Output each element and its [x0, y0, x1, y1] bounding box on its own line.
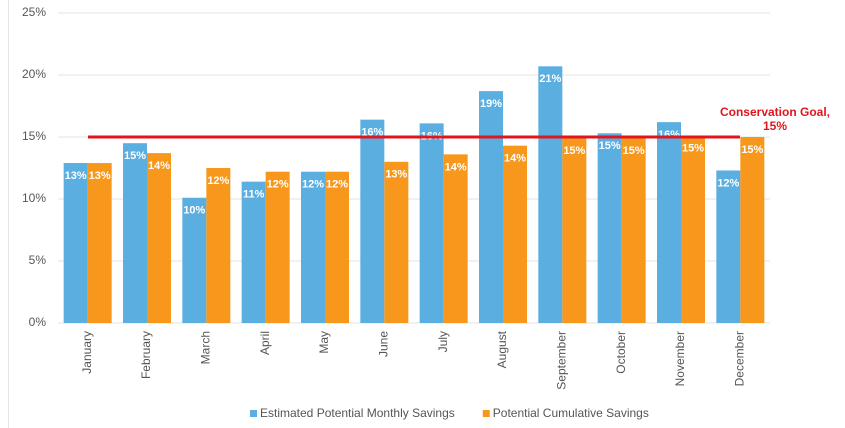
data-label: 16% [658, 129, 680, 141]
bar [716, 170, 741, 323]
legend-label: Potential Cumulative Savings [493, 406, 649, 420]
bar [538, 66, 563, 323]
legend-swatch [250, 410, 257, 417]
bar [419, 123, 444, 323]
legend-label: Estimated Potential Monthly Savings [260, 406, 455, 420]
bar [740, 137, 765, 323]
data-label: 15% [563, 145, 585, 157]
data-label: 10% [183, 205, 205, 217]
bar [621, 138, 646, 323]
bar [384, 161, 409, 323]
x-tick-label: February [139, 331, 153, 379]
data-label: 19% [480, 98, 502, 110]
bar [147, 153, 171, 323]
bar [443, 154, 468, 323]
bar [265, 171, 290, 323]
data-label: 13% [385, 169, 407, 181]
data-label: 15% [682, 143, 704, 155]
data-label: 12% [302, 179, 324, 191]
data-label: 12% [267, 179, 289, 191]
bar [360, 119, 385, 323]
data-label: 12% [717, 177, 739, 189]
x-tick-label: July [436, 331, 450, 352]
x-tick-label: November [673, 331, 687, 386]
x-tick-label: April [258, 331, 272, 355]
data-label: 15% [124, 150, 146, 162]
bar [87, 163, 112, 323]
bar [325, 171, 349, 323]
y-tick-label: 25% [22, 5, 46, 19]
x-tick-label: September [555, 331, 569, 390]
y-tick-label: 0% [29, 315, 47, 329]
goal-label: Conservation Goal, [720, 105, 830, 119]
data-label: 15% [741, 144, 763, 156]
goal-label: 15% [763, 119, 787, 133]
data-label: 14% [148, 160, 170, 172]
bar [63, 163, 88, 323]
bar [681, 135, 705, 323]
data-label: 12% [207, 175, 229, 187]
y-tick-label: 15% [22, 129, 46, 143]
bar [206, 168, 231, 323]
bar [241, 181, 266, 323]
data-label: 15% [599, 140, 621, 152]
data-label: 14% [445, 161, 467, 173]
y-tick-label: 10% [22, 191, 46, 205]
data-label: 11% [243, 189, 265, 201]
bar [182, 197, 207, 323]
y-tick-label: 5% [29, 253, 47, 267]
legend-swatch [482, 410, 490, 417]
bar [123, 143, 147, 323]
data-label: 13% [65, 170, 87, 182]
data-label: 13% [89, 170, 111, 182]
x-tick-label: October [614, 331, 628, 374]
x-tick-label: June [377, 331, 391, 357]
x-tick-label: August [495, 330, 509, 368]
x-tick-label: March [199, 331, 213, 364]
data-label: 21% [539, 73, 561, 85]
data-label: 14% [504, 153, 526, 165]
x-tick-label: May [317, 331, 331, 354]
bar [657, 122, 681, 324]
bar [479, 91, 503, 324]
y-tick-label: 20% [22, 67, 46, 81]
bar [503, 145, 527, 323]
bar [597, 133, 622, 323]
bar [562, 138, 587, 323]
bar [301, 171, 325, 323]
data-label: 15% [623, 145, 645, 157]
data-label: 12% [326, 179, 348, 191]
x-tick-label: December [733, 331, 747, 386]
x-tick-label: January [80, 331, 94, 374]
